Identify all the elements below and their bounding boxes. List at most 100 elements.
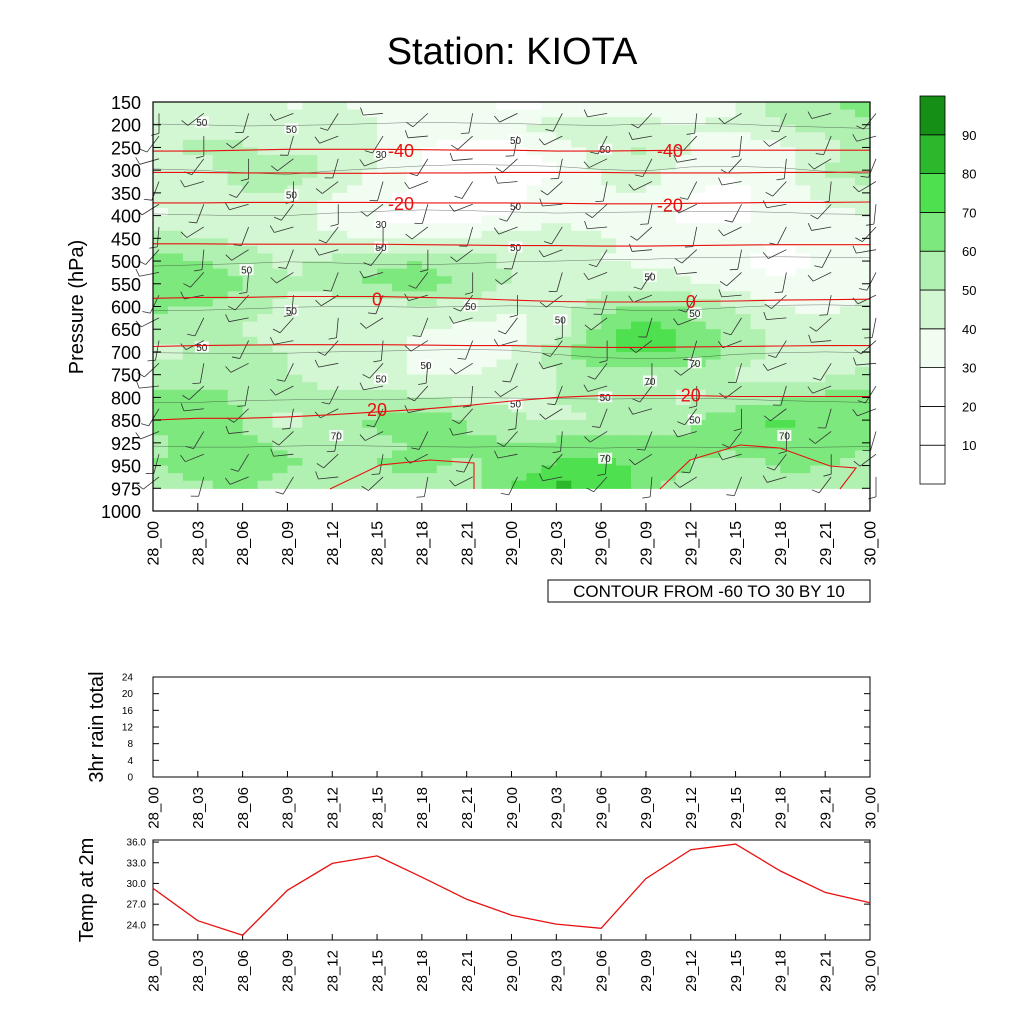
humidity-cell — [167, 336, 184, 345]
humidity-cell — [153, 261, 169, 270]
humidity-cell — [287, 397, 303, 406]
humidity-cell — [765, 450, 781, 459]
humidity-contour-label-bg — [687, 307, 702, 319]
wind-barb-feather — [509, 314, 518, 318]
humidity-cell — [287, 253, 303, 262]
humidity-cell — [451, 344, 468, 353]
humidity-cell — [287, 314, 303, 323]
humidity-cell — [302, 367, 318, 376]
wind-barb-feather — [359, 434, 366, 441]
wind-barb-feather — [314, 411, 321, 419]
wind-barb — [237, 453, 249, 472]
humidity-cell — [332, 109, 348, 118]
humidity-cell — [541, 283, 557, 292]
humidity-cell — [451, 420, 468, 429]
wind-barb — [734, 476, 742, 496]
humidity-cell — [392, 374, 408, 383]
humidity-cell — [660, 208, 677, 217]
humidity-cell — [675, 185, 692, 194]
humidity-cell — [466, 208, 483, 217]
humidity-cell — [451, 215, 468, 224]
wind-barb — [776, 226, 787, 245]
humidity-cell — [153, 223, 169, 232]
humidity-cell — [466, 276, 483, 285]
wind-barb-feather — [591, 426, 601, 428]
humidity-cell — [332, 177, 348, 186]
humidity-contour-label-bg — [418, 359, 433, 371]
humidity-cell — [750, 162, 767, 171]
humidity-cell — [332, 321, 348, 330]
humidity-cell — [451, 268, 468, 277]
humidity-cell — [227, 374, 244, 383]
humidity-cell — [675, 155, 692, 164]
humidity-cell — [317, 177, 333, 186]
humidity-cell — [392, 170, 408, 179]
humidity-cell — [153, 215, 169, 224]
humidity-cell — [660, 283, 677, 292]
humidity-cell — [466, 382, 483, 391]
humidity-cell — [780, 480, 796, 489]
humidity-cell — [153, 473, 169, 482]
humidity-cell — [810, 412, 826, 421]
wind-barb — [811, 112, 832, 119]
colorbar-box — [919, 250, 946, 291]
humidity-cell — [675, 230, 692, 239]
humidity-contour-label: 50 — [241, 266, 253, 277]
humidity-cell — [406, 351, 423, 361]
humidity-cell — [392, 404, 408, 414]
humidity-cell — [153, 192, 169, 202]
wind-barb — [588, 272, 608, 280]
humidity-contour-label: 30 — [376, 150, 388, 161]
humidity-cell — [481, 329, 498, 338]
wind-barb-feather — [273, 216, 282, 221]
humidity-cell — [436, 200, 453, 209]
humidity-cell — [317, 442, 333, 452]
humidity-cell — [392, 261, 408, 270]
humidity-cell — [302, 306, 318, 315]
humidity-cell — [496, 473, 513, 482]
humidity-cell — [556, 473, 572, 482]
humidity-cell — [362, 336, 378, 345]
humidity-cell — [750, 359, 767, 368]
wind-barb-feather — [856, 125, 864, 130]
humidity-cell — [212, 306, 229, 315]
wind-barb — [544, 135, 563, 146]
wind-barb — [676, 272, 697, 275]
humidity-cell — [511, 389, 528, 398]
humidity-cell — [362, 117, 378, 126]
humidity-cell — [421, 389, 438, 398]
humidity-cell — [795, 367, 811, 376]
humidity-cell — [227, 351, 244, 361]
wind-barb-feather — [359, 382, 364, 391]
humidity-cell — [167, 155, 184, 164]
wind-barb-feather — [360, 322, 367, 329]
humidity-cell — [227, 208, 244, 217]
colorbar-label: 90 — [962, 128, 976, 143]
temperature-contour-line — [153, 243, 870, 247]
humidity-cell — [362, 245, 378, 255]
humidity-cell — [765, 397, 781, 406]
wind-barb — [870, 431, 877, 451]
humidity-cell — [586, 132, 602, 141]
wind-barb — [542, 476, 563, 482]
humidity-cell — [406, 389, 423, 398]
humidity-cell — [167, 473, 184, 482]
wind-barb — [242, 113, 250, 133]
wind-barb — [542, 362, 563, 370]
wind-barb-feather — [674, 370, 682, 376]
humidity-cell — [406, 200, 423, 209]
humidity-cell — [212, 132, 229, 141]
wind-barb — [732, 204, 742, 223]
time-tick-label: 29_03 — [549, 521, 566, 566]
humidity-cell — [690, 147, 707, 156]
time-tick-label: 28_09 — [280, 787, 297, 829]
humidity-cell — [586, 192, 602, 202]
wind-barb — [649, 476, 653, 497]
humidity-cell — [855, 412, 871, 421]
humidity-cell — [436, 124, 453, 133]
humidity-cell — [795, 473, 811, 482]
humidity-cell — [406, 412, 423, 421]
humidity-cell — [153, 427, 169, 436]
humidity-cell — [153, 109, 169, 118]
